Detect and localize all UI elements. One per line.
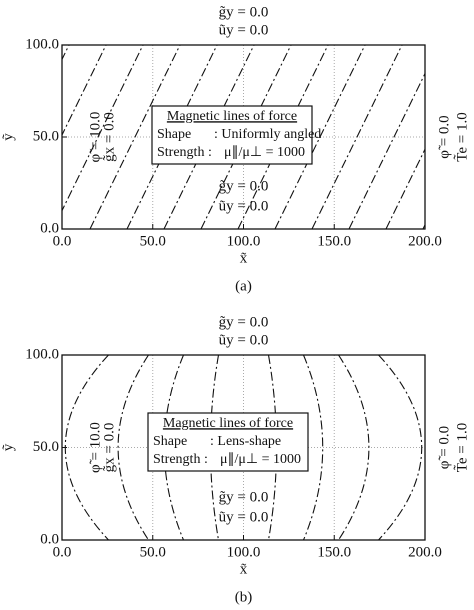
x-axis-label: x̃ <box>240 561 248 577</box>
legend-value: μ∥/μ⊥ = 1000 <box>220 452 301 467</box>
field-line <box>378 355 423 540</box>
boundary-label: T̃e = 1.0 <box>453 423 470 472</box>
y-tick-label: 0.0 <box>40 220 59 236</box>
legend-title: Magnetic lines of force <box>167 109 297 124</box>
field-line <box>62 45 107 137</box>
boundary-label: g̃y = 0.0 <box>219 178 269 194</box>
y-tick-label: 50.0 <box>33 128 59 144</box>
y-axis-label: ỹ <box>0 443 16 451</box>
boundary-label: φ̃ = 0.0 <box>436 426 452 469</box>
legend-box <box>151 105 313 165</box>
x-tick-label: 200.0 <box>408 233 442 249</box>
field-line <box>163 355 185 540</box>
x-tick-label: 0.0 <box>53 233 72 249</box>
boundary-label: φ̃ = 10.0 <box>87 112 103 163</box>
x-tick-label: 150.0 <box>317 544 351 560</box>
x-tick-label: 100.0 <box>227 233 261 249</box>
boundary-label: φ̃ = 0.0 <box>436 115 452 158</box>
field-line <box>274 45 366 229</box>
legend-key: Strength : <box>157 145 212 160</box>
panel-label: (a) <box>235 278 252 294</box>
boundary-label: g̃y = 0.0 <box>219 4 269 20</box>
boundary-label: g̃y = 0.0 <box>219 314 269 330</box>
field-line <box>311 45 403 229</box>
legend-key: Shape <box>157 127 191 142</box>
x-axis-label: x̃ <box>240 250 248 266</box>
legend-key: Shape <box>153 434 187 449</box>
boundary-label: g̃x = 0.0 <box>101 112 117 162</box>
field-line <box>338 355 370 540</box>
panel-label: (b) <box>235 589 253 605</box>
x-tick-label: 0.0 <box>53 544 72 560</box>
boundary-label: ũy = 0.0 <box>219 332 269 348</box>
field-line <box>89 45 181 229</box>
boundary-label: φ̃ = 10.0 <box>87 422 103 473</box>
legend-value: : Lens-shape <box>210 434 281 449</box>
boundary-label: ũy = 0.0 <box>219 509 269 525</box>
y-tick-label: 0.0 <box>40 531 59 547</box>
legend-value: : Uniformly angled <box>214 127 321 142</box>
boundary-label: T̃e = 1.0 <box>453 112 470 161</box>
y-tick-label: 50.0 <box>33 439 59 455</box>
field-line <box>117 355 149 540</box>
y-tick-label: 100.0 <box>25 346 59 362</box>
y-tick-label: 100.0 <box>25 36 59 52</box>
x-tick-label: 100.0 <box>227 544 261 560</box>
field-line <box>62 45 144 212</box>
boundary-label: ũy = 0.0 <box>219 22 269 38</box>
x-tick-label: 150.0 <box>317 233 351 249</box>
boundary-label: ũy = 0.0 <box>219 198 269 214</box>
x-tick-label: 200.0 <box>408 544 442 560</box>
boundary-label: g̃y = 0.0 <box>219 489 269 505</box>
boundary-label: g̃x = 0.0 <box>101 423 117 473</box>
field-line <box>348 72 425 229</box>
legend-value: μ∥/μ⊥ = 1000 <box>224 145 305 160</box>
field-line <box>385 148 425 229</box>
x-tick-label: 50.0 <box>140 544 166 560</box>
field-line <box>302 355 324 540</box>
legend-key: Strength : <box>153 452 208 467</box>
legend-box <box>147 412 309 472</box>
y-axis-label: ỹ <box>0 133 16 141</box>
legend-title: Magnetic lines of force <box>163 416 293 431</box>
x-tick-label: 50.0 <box>140 233 166 249</box>
